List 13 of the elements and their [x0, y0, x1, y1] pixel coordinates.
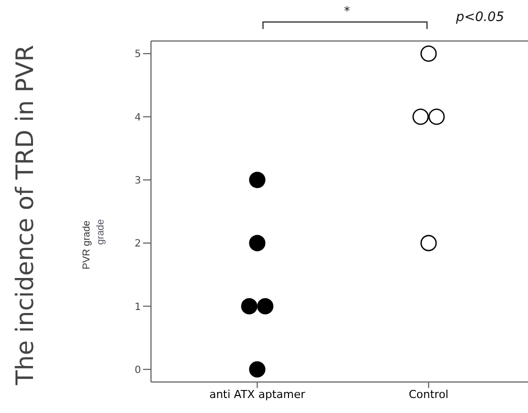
y-tick-label: 1	[134, 302, 141, 313]
x-tick-label: Control	[408, 388, 448, 401]
y-tick-label: 4	[134, 112, 141, 124]
x-tick-label: anti ATX aptamer	[209, 388, 306, 401]
text: *	[344, 4, 350, 18]
y-axis-title: PVR grade	[82, 220, 92, 270]
y-tick-label: 5	[134, 49, 141, 60]
text: p<0.05	[456, 10, 504, 25]
text: grade	[96, 219, 106, 245]
y-tick-label: 3	[134, 175, 141, 186]
y-tick-label: 0	[134, 364, 141, 376]
y-tick-label: 2	[134, 238, 141, 250]
text: The incidence of TRD in PVR	[11, 44, 39, 386]
